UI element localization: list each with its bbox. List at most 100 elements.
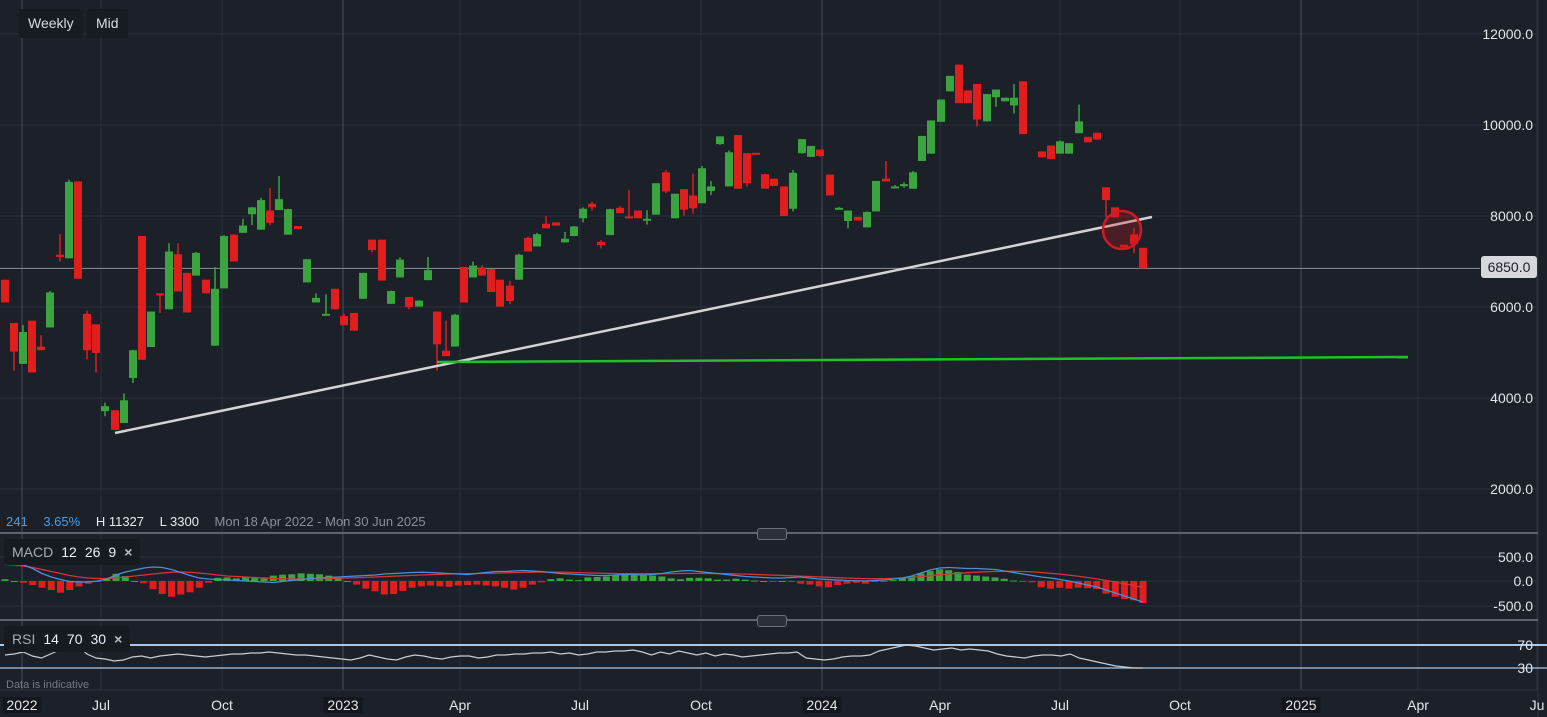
- macd-histogram-bar: [279, 574, 287, 581]
- macd-histogram-bar: [158, 581, 166, 595]
- candle-body: [1139, 247, 1147, 269]
- macd-histogram-bar: [732, 578, 740, 581]
- macd-histogram-bar: [963, 574, 971, 581]
- candle-body: [322, 313, 330, 316]
- macd-histogram-bar: [1139, 581, 1147, 604]
- macd-histogram-bar: [750, 580, 758, 582]
- candle-body: [515, 254, 523, 280]
- macd-histogram-bar: [704, 578, 712, 581]
- candle-body: [46, 292, 54, 328]
- macd-histogram-bar: [343, 581, 351, 582]
- macd-histogram-bar: [66, 581, 74, 590]
- pane-resize-handle-rsi[interactable]: [757, 615, 787, 627]
- candle-body: [1019, 81, 1027, 135]
- candle-body: [294, 226, 302, 230]
- candle-body: [689, 195, 697, 209]
- macd-histogram-bar: [871, 581, 879, 582]
- candle-body: [552, 222, 560, 226]
- macd-histogram-bar: [695, 577, 703, 581]
- rsi-param-period: 14: [43, 631, 59, 647]
- candle-body: [368, 239, 376, 251]
- candle-body: [780, 186, 788, 216]
- macd-histogram-bar: [501, 581, 509, 588]
- macd-histogram-bar: [843, 581, 851, 584]
- candle-body: [561, 238, 569, 243]
- rsi-line: [4, 644, 1143, 669]
- candle-body: [1130, 234, 1138, 245]
- candle-body: [284, 209, 292, 235]
- pane-resize-handle-macd[interactable]: [757, 528, 787, 540]
- candle-body: [433, 311, 441, 345]
- candle-body: [415, 300, 423, 307]
- macd-histogram-bar: [824, 581, 832, 588]
- macd-histogram-bar: [852, 581, 860, 583]
- time-axis-label: Oct: [690, 697, 712, 713]
- candle-body: [19, 332, 27, 364]
- macd-histogram-bar: [861, 581, 869, 584]
- candle-body: [92, 324, 100, 353]
- candle-body: [220, 236, 228, 289]
- macd-histogram-bar: [20, 581, 28, 583]
- macd-histogram-bar: [353, 581, 361, 585]
- macd-histogram-bar: [639, 575, 647, 581]
- candle-body: [973, 84, 981, 120]
- macd-histogram-bar: [464, 581, 472, 586]
- macd-histogram-bar: [390, 581, 398, 595]
- time-axis-label: Jul: [92, 697, 110, 713]
- interval-selector[interactable]: Weekly: [19, 9, 83, 38]
- macd-histogram-bar: [140, 581, 148, 584]
- macd-histogram-bar: [121, 576, 129, 581]
- time-axis-label: Oct: [211, 697, 233, 713]
- low-value: L 3300: [159, 514, 199, 529]
- candle-body: [156, 293, 164, 296]
- candle-body: [725, 152, 733, 187]
- macd-param-fast: 12: [61, 544, 77, 560]
- candle-body: [1093, 132, 1101, 140]
- rsi-name: RSI: [12, 631, 36, 647]
- time-axis-label: Ju: [1529, 697, 1545, 713]
- close-icon[interactable]: ×: [124, 544, 133, 560]
- macd-histogram-bar: [10, 581, 18, 582]
- candle-body: [588, 203, 596, 208]
- price-type-selector[interactable]: Mid: [87, 9, 128, 38]
- candle-body: [37, 346, 45, 351]
- macd-signal-line: [4, 563, 1144, 589]
- change-percent: 3.65%: [43, 514, 81, 529]
- ohlc-info-bar: 241 3.65% H 11327 L 3300 Mon 18 Apr 2022…: [6, 514, 438, 529]
- macd-histogram-bar: [612, 575, 620, 581]
- candle-body: [487, 269, 495, 292]
- macd-histogram-bar: [408, 581, 416, 588]
- macd-histogram-bar: [195, 581, 203, 588]
- macd-histogram-bar: [908, 576, 916, 581]
- candle-body: [992, 89, 1000, 98]
- macd-histogram-bar: [602, 576, 610, 581]
- candle-body: [405, 296, 413, 307]
- candle-body: [570, 226, 578, 237]
- candle-body: [266, 210, 274, 223]
- candle-body: [761, 174, 769, 189]
- macd-histogram-bar: [584, 577, 592, 581]
- trendline: [114, 215, 1153, 435]
- macd-histogram-bar: [815, 581, 823, 587]
- candle-body: [183, 272, 191, 313]
- candle-body: [533, 234, 541, 247]
- candle-body: [734, 135, 742, 189]
- time-axis-label: Apr: [1407, 697, 1429, 713]
- candle-body: [983, 94, 991, 122]
- candle-body: [680, 189, 688, 210]
- candle-body: [743, 153, 751, 184]
- macd-histogram-bar: [297, 573, 305, 581]
- candle-body: [1001, 97, 1009, 102]
- candle-body: [1038, 151, 1046, 158]
- price-axis-label: 8000.0: [1490, 208, 1533, 224]
- candle-body: [826, 174, 834, 196]
- macd-histogram-bar: [630, 573, 638, 581]
- candle-body: [396, 259, 404, 278]
- price-axis-label: 10000.0: [1482, 117, 1533, 133]
- macd-histogram-bar: [556, 578, 564, 581]
- candle-body: [524, 237, 532, 252]
- close-icon[interactable]: ×: [114, 631, 123, 647]
- macd-histogram-bar: [417, 581, 425, 587]
- candle-body: [101, 406, 109, 412]
